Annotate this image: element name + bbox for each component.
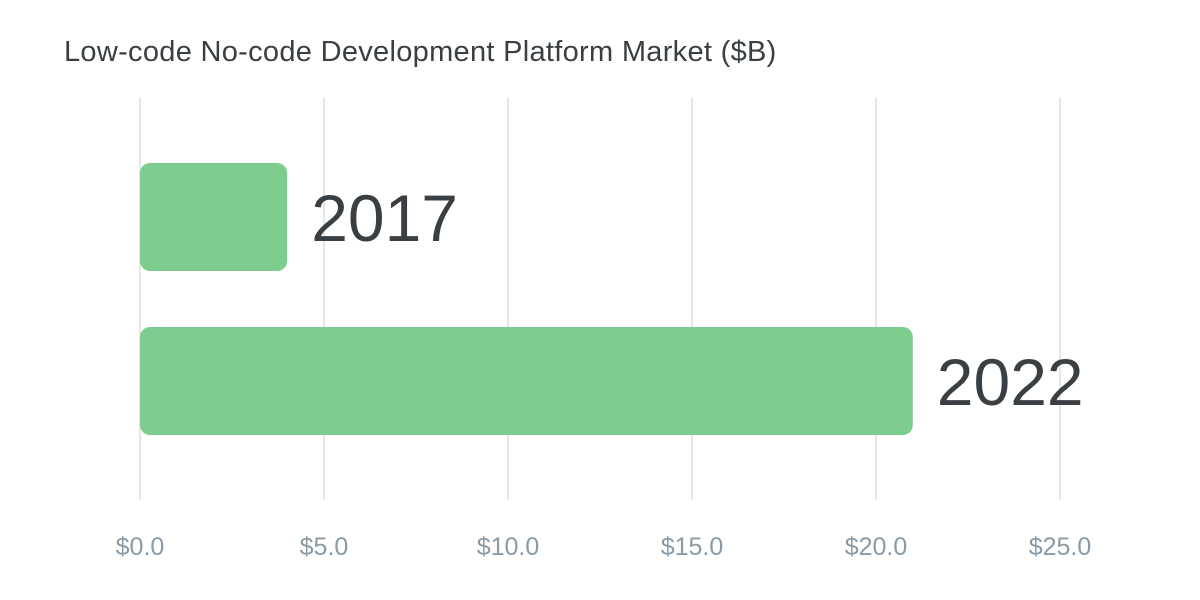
- bar-2017: [140, 163, 288, 271]
- category-label: 2022: [937, 345, 1084, 419]
- chart-title: Low-code No-code Development Platform Ma…: [64, 36, 777, 68]
- x-tick-label: $5.0: [300, 533, 349, 561]
- bars: [140, 163, 913, 435]
- gridlines: [139, 98, 1061, 500]
- bar-2022: [140, 327, 913, 435]
- x-axis-tick-labels: $0.0 $5.0 $10.0 $15.0 $20.0 $25.0: [116, 533, 1092, 561]
- x-tick-label: $10.0: [477, 533, 540, 561]
- x-tick-label: $25.0: [1029, 533, 1092, 561]
- category-label: 2017: [311, 181, 458, 255]
- x-tick-label: $0.0: [116, 533, 165, 561]
- category-labels: 2017 2022: [311, 181, 1083, 419]
- x-tick-label: $15.0: [661, 533, 724, 561]
- x-tick-label: $20.0: [845, 533, 908, 561]
